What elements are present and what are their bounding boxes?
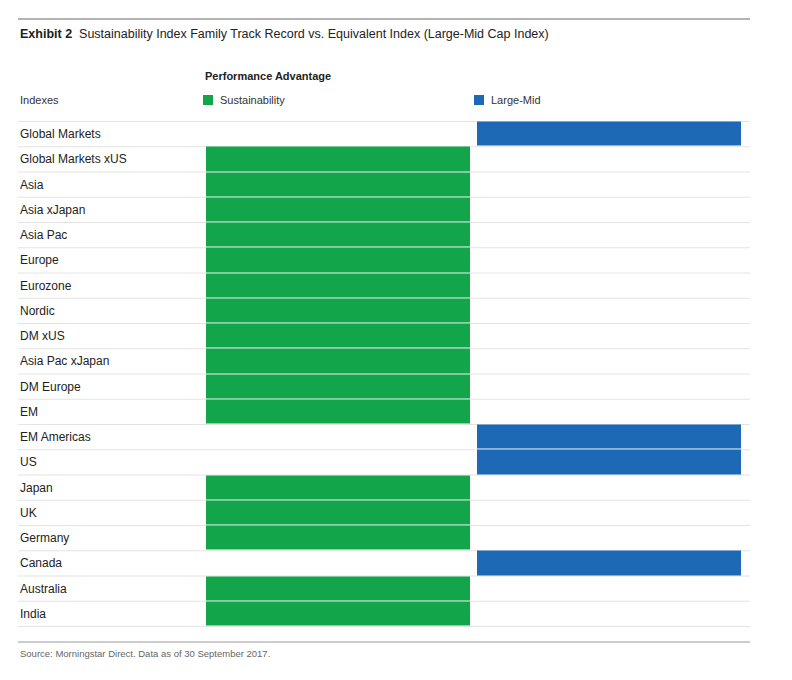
svg-text:Performance Advantage: Performance Advantage xyxy=(205,70,331,82)
svg-text:Eurozone: Eurozone xyxy=(20,279,72,293)
svg-text:DM xUS: DM xUS xyxy=(20,329,65,343)
svg-text:Indexes: Indexes xyxy=(20,94,59,106)
svg-text:Germany: Germany xyxy=(20,531,69,545)
svg-text:DM Europe: DM Europe xyxy=(20,380,81,394)
svg-text:Exhibit 2 Sustainability Inde: Exhibit 2 Sustainability Index Family Tr… xyxy=(20,27,549,41)
svg-text:Nordic: Nordic xyxy=(20,304,55,318)
svg-text:Asia Pac: Asia Pac xyxy=(20,228,67,242)
svg-text:EM: EM xyxy=(20,405,38,419)
svg-text:Sustainability: Sustainability xyxy=(220,94,285,106)
svg-text:US: US xyxy=(20,455,37,469)
svg-text:India: India xyxy=(20,607,46,621)
svg-text:Large-Mid: Large-Mid xyxy=(491,94,541,106)
svg-text:Global Markets: Global Markets xyxy=(20,127,101,141)
svg-text:Global Markets xUS: Global Markets xUS xyxy=(20,152,127,166)
svg-text:Source: Morningstar Direct. Da: Source: Morningstar Direct. Data as of 3… xyxy=(20,648,270,659)
svg-text:Australia: Australia xyxy=(20,582,67,596)
svg-text:UK: UK xyxy=(20,506,37,520)
svg-text:Asia xJapan: Asia xJapan xyxy=(20,203,85,217)
svg-text:Europe: Europe xyxy=(20,253,59,267)
svg-text:Japan: Japan xyxy=(20,481,53,495)
svg-text:Canada: Canada xyxy=(20,556,62,570)
svg-text:Asia: Asia xyxy=(20,178,44,192)
svg-text:Asia Pac xJapan: Asia Pac xJapan xyxy=(20,354,109,368)
svg-text:EM Americas: EM Americas xyxy=(20,430,91,444)
